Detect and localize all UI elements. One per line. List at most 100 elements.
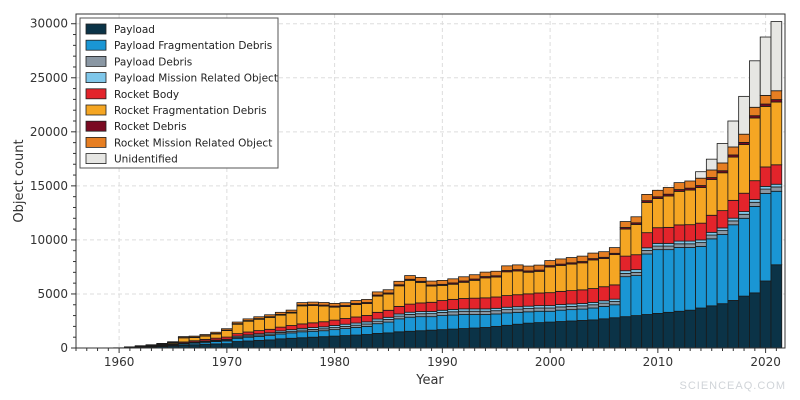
- bar-segment: [490, 325, 503, 349]
- bar-segment: [404, 330, 416, 349]
- bar-segment: [415, 313, 427, 318]
- bar-segment: [608, 301, 621, 306]
- bar-segment: [522, 293, 535, 307]
- legend-swatch: [85, 72, 107, 83]
- bar-segment: [393, 280, 406, 286]
- bar-segment: [673, 190, 686, 226]
- bar-segment: [425, 316, 438, 331]
- bar-segment: [759, 186, 772, 190]
- y-tick-label: 20000: [30, 125, 68, 139]
- bar-segment: [695, 242, 707, 247]
- bar-segment: [447, 314, 459, 330]
- y-tick-label: 5000: [37, 287, 68, 301]
- legend-label: Unidentified: [114, 154, 178, 166]
- bar-segment: [415, 330, 427, 349]
- bar-segment: [619, 228, 632, 257]
- bar-segment: [274, 326, 287, 332]
- bar-segment: [641, 314, 653, 349]
- bar-segment: [565, 263, 578, 292]
- bar-segment: [576, 262, 589, 291]
- bar-segment: [770, 186, 783, 192]
- bar-segment: [716, 162, 729, 172]
- bar-segment: [382, 309, 395, 318]
- bar-segment: [565, 305, 578, 311]
- bar-segment: [544, 321, 556, 349]
- bar-segment: [759, 166, 772, 187]
- bar-segment: [587, 259, 599, 289]
- bar-segment: [727, 120, 740, 148]
- bar-segment: [188, 335, 201, 338]
- bar-segment: [749, 199, 761, 203]
- bar-segment: [361, 315, 373, 323]
- bar-segment: [630, 271, 643, 276]
- bar-segment: [641, 202, 653, 234]
- legend-label: Rocket Mission Related Object: [114, 137, 272, 149]
- bar-segment: [673, 182, 686, 190]
- bar-segment: [479, 277, 492, 299]
- bar-segment: [264, 335, 276, 341]
- bar-segment: [285, 332, 298, 339]
- bar-segment: [511, 323, 524, 349]
- bar-segment: [307, 330, 319, 338]
- bar-segment: [490, 276, 503, 298]
- bar-segment: [598, 305, 610, 320]
- bar-segment: [264, 314, 276, 318]
- bar-segment: [576, 305, 589, 310]
- bar-segment: [274, 333, 287, 340]
- bar-segment: [274, 314, 287, 328]
- bar-segment: [511, 311, 524, 325]
- legend-swatch: [85, 104, 107, 116]
- bar-segment: [716, 234, 729, 305]
- bar-segment: [479, 327, 492, 349]
- y-tick-label: 10000: [30, 233, 68, 247]
- bar-segment: [759, 193, 772, 282]
- bar-segment: [307, 301, 319, 306]
- bar-segment: [684, 224, 696, 242]
- bar-segment: [221, 343, 233, 349]
- bar-segment: [684, 247, 696, 311]
- bar-segment: [695, 177, 707, 186]
- bar-segment: [544, 307, 556, 312]
- bar-segment: [199, 334, 212, 337]
- legend-swatch: [85, 56, 107, 67]
- bar-segment: [371, 291, 384, 296]
- bar-segment: [598, 302, 610, 307]
- bar-segment: [705, 234, 718, 240]
- bar-segment: [727, 300, 740, 349]
- legend-swatch: [85, 88, 107, 100]
- bar-segment: [177, 336, 190, 338]
- bar-segment: [630, 216, 643, 224]
- bar-segment: [425, 280, 438, 286]
- bar-segment: [619, 316, 632, 349]
- bar-segment: [350, 304, 362, 318]
- legend-label: Payload Mission Related Object: [114, 73, 278, 85]
- bar-segment: [350, 300, 362, 304]
- bar-segment: [738, 213, 750, 219]
- bar-segment: [296, 305, 309, 325]
- bar-segment: [695, 245, 707, 309]
- bar-segment: [716, 230, 729, 235]
- x-axis-label: Year: [415, 373, 444, 388]
- bar-segment: [436, 280, 449, 285]
- bar-segment: [652, 189, 664, 198]
- bar-segment: [231, 321, 244, 325]
- bar-segment: [447, 311, 459, 316]
- bar-segment: [285, 325, 298, 331]
- bar-segment: [339, 306, 352, 319]
- bar-segment: [382, 289, 395, 294]
- bar-segment: [684, 243, 696, 248]
- bar-segment: [436, 329, 449, 349]
- bar-segment: [479, 297, 492, 310]
- bar-segment: [339, 318, 352, 325]
- bar-segment: [738, 295, 750, 349]
- bar-segment: [501, 271, 513, 296]
- bar-segment: [641, 250, 653, 255]
- bar-segment: [361, 299, 373, 303]
- bar-segment: [598, 251, 610, 258]
- bar-segment: [167, 341, 179, 343]
- bar-segment: [264, 339, 276, 349]
- bar-segment: [673, 243, 686, 248]
- bar-segment: [705, 231, 718, 236]
- bar-segment: [662, 226, 675, 244]
- bar-segment: [404, 316, 416, 332]
